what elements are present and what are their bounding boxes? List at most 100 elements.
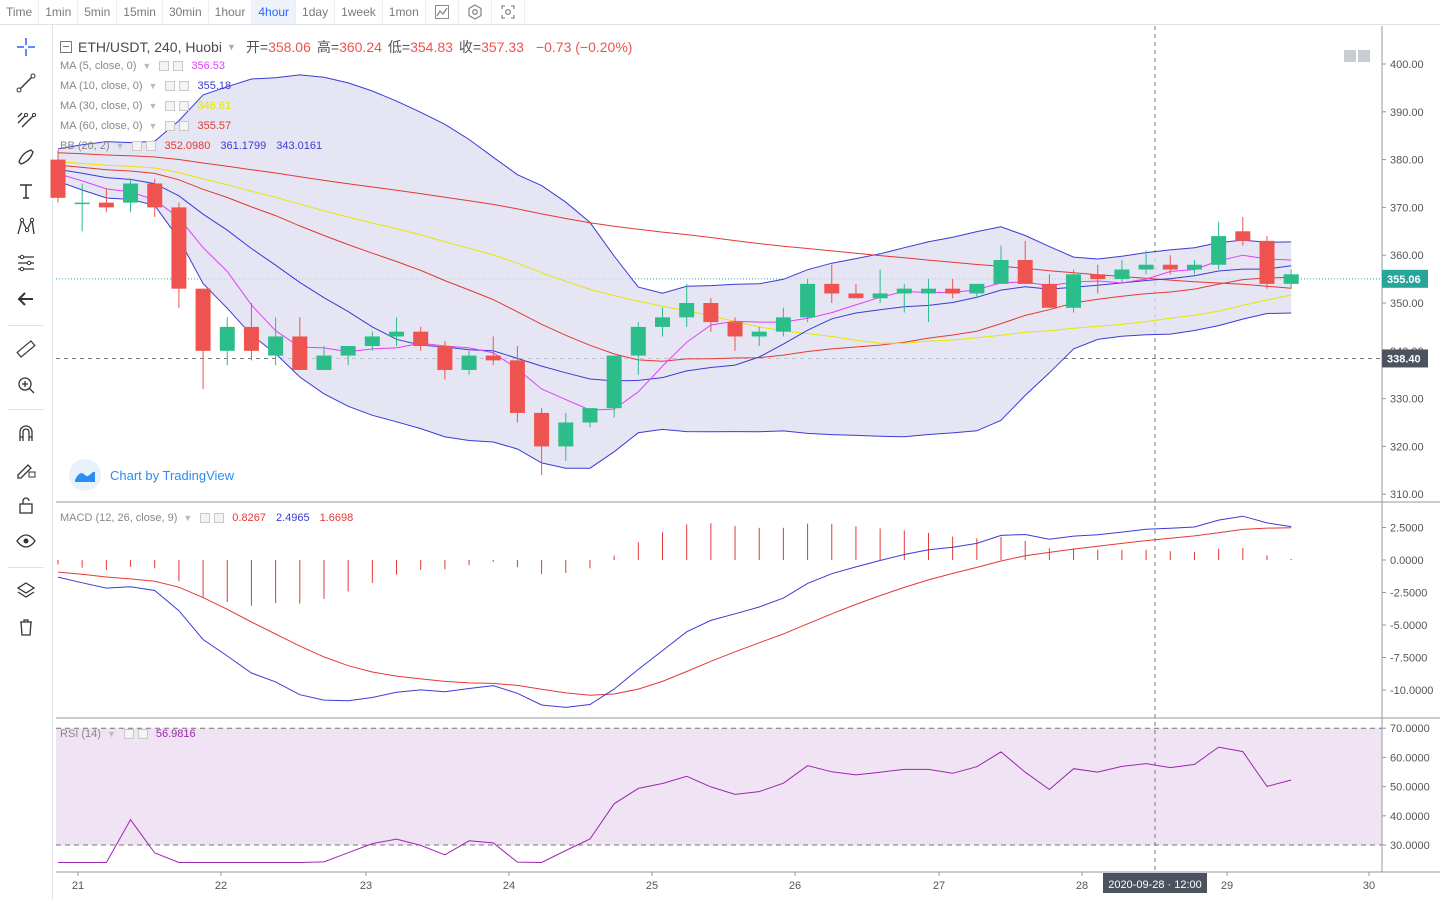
ruler-icon[interactable] <box>10 335 42 363</box>
indicator-close-icon[interactable] <box>179 81 190 91</box>
indicator-menu-icon[interactable]: ▼ <box>148 81 158 91</box>
trend-line-icon[interactable] <box>10 69 42 97</box>
indicator-menu-icon[interactable]: ▼ <box>115 141 125 151</box>
macd-close-icon[interactable] <box>214 513 225 523</box>
tradingview-logo-icon <box>69 459 101 491</box>
candle-body <box>1041 283 1057 308</box>
settings-icon[interactable] <box>459 0 492 24</box>
macd-signal-line <box>57 527 1292 696</box>
timeframe-5min[interactable]: 5min <box>78 0 118 24</box>
indicator-legend-row: MA (5, close, 0) ▼ 356.53 <box>60 58 235 74</box>
unlock-icon[interactable] <box>10 491 42 519</box>
collapse-icon[interactable] <box>60 41 72 53</box>
candle-body <box>1211 236 1227 265</box>
indicator-close-icon[interactable] <box>173 61 184 71</box>
fib-icon[interactable] <box>10 105 42 133</box>
symbol-label: ETH/USDT, 240, Huobi <box>78 39 222 55</box>
candle-body <box>1066 274 1082 308</box>
timeframe-30min[interactable]: 30min <box>163 0 209 24</box>
watermark-label: Chart by TradingView <box>110 467 235 483</box>
timeframe-time[interactable]: Time <box>0 0 40 24</box>
price-tick-label: 330.00 <box>1390 394 1424 406</box>
indicator-close-icon[interactable] <box>179 101 190 111</box>
eye-icon[interactable] <box>10 527 42 555</box>
price-tick-label: 310.00 <box>1390 489 1424 501</box>
crosshair-icon[interactable] <box>10 33 42 61</box>
indicator-settings-icon[interactable] <box>165 101 176 111</box>
indicator-menu-icon[interactable]: ▼ <box>148 121 158 131</box>
time-tick-label: 24 <box>503 880 515 892</box>
candle-body <box>1138 264 1154 270</box>
macd-tick-label: 0.0000 <box>1390 555 1424 567</box>
macd-tick-label: 2.5000 <box>1390 523 1424 535</box>
rsi-tick-label: 50.0000 <box>1390 782 1430 794</box>
trash-icon[interactable] <box>10 613 42 641</box>
candle-body <box>775 317 791 332</box>
timeframe-1day[interactable]: 1day <box>296 0 336 24</box>
indicator-settings-icon[interactable] <box>165 81 176 91</box>
crosshair-time-label: 2020-09-28 · 12:00 <box>1108 879 1202 891</box>
dropdown-arrow-icon[interactable]: ▼ <box>226 42 236 52</box>
macd-name: MACD (12, 26, close, 9) <box>60 512 178 524</box>
timeframe-1hour[interactable]: 1hour <box>209 0 253 24</box>
fullscreen-icon[interactable] <box>492 0 525 24</box>
indicator-settings-icon[interactable] <box>159 61 170 71</box>
candle-body <box>243 326 259 351</box>
timeframe-1mon[interactable]: 1mon <box>383 0 426 24</box>
back-arrow-icon[interactable] <box>10 285 42 313</box>
rsi-legend: RSI (14) ▼ 56.9816 <box>60 726 196 742</box>
pattern-icon[interactable] <box>10 213 42 241</box>
text-icon[interactable] <box>10 177 42 205</box>
indicator-name: MA (60, close, 0) <box>60 120 143 132</box>
macd-line <box>57 515 1292 708</box>
indicator-menu-icon[interactable]: ▼ <box>148 101 158 111</box>
scroll-left-icon[interactable] <box>1344 50 1356 62</box>
candle-body <box>461 355 477 370</box>
ma5-line <box>57 173 1292 411</box>
scroll-right-icon[interactable] <box>1358 50 1370 62</box>
timeframe-15min[interactable]: 15min <box>117 0 163 24</box>
indicator-value: 356.53 <box>191 60 225 72</box>
rsi-settings-icon[interactable]: ▼ <box>106 729 116 739</box>
indicator-menu-icon[interactable]: ▼ <box>142 61 152 71</box>
price-tick-label: 370.00 <box>1390 202 1424 214</box>
candle-body <box>413 331 429 347</box>
symbol-header: ETH/USDT, 240, Huobi ▼ 开= 358.06 高= 360.… <box>60 37 632 57</box>
zoom-in-icon[interactable] <box>10 371 42 399</box>
candle-body <box>1235 231 1251 241</box>
line-chart-icon[interactable] <box>426 0 459 24</box>
indicator-settings-icon[interactable] <box>165 121 176 131</box>
measure-icon[interactable] <box>10 249 42 277</box>
timeframe-1min[interactable]: 1min <box>39 0 79 24</box>
indicator-close-icon[interactable] <box>146 141 157 151</box>
pencil-lock-icon[interactable] <box>10 455 42 483</box>
macd-settings-icon[interactable]: ▼ <box>183 513 193 523</box>
candle-body <box>655 317 670 327</box>
rsi-band <box>56 728 1382 845</box>
macd-value-1: 0.8267 <box>232 512 266 524</box>
rsi-close-icon[interactable] <box>137 729 148 739</box>
macd-tick-label: -10.0000 <box>1390 685 1433 697</box>
timeframe-4hour[interactable]: 4hour <box>252 0 297 24</box>
indicator-settings-icon[interactable] <box>132 141 143 151</box>
current-price-badge <box>1382 269 1428 288</box>
brush-icon[interactable] <box>10 141 42 169</box>
crosshair-price-badge <box>1382 349 1428 368</box>
indicator-value: 343.0161 <box>276 140 323 152</box>
magnet-icon[interactable] <box>10 419 42 447</box>
rsi-gear-icon[interactable] <box>123 729 134 739</box>
macd-gear-icon[interactable] <box>200 513 211 523</box>
candle-body <box>1114 269 1130 280</box>
tradingview-watermark[interactable]: Chart by TradingView <box>68 458 234 492</box>
candle-body <box>171 207 187 289</box>
indicator-value: 355.57 <box>197 120 232 132</box>
macd-value-3: 1.6698 <box>319 512 354 524</box>
candle-body <box>485 355 501 361</box>
indicator-close-icon[interactable] <box>179 121 190 131</box>
price-tick-label: 400.00 <box>1390 59 1424 71</box>
candle-body <box>389 331 405 337</box>
timeframe-1week[interactable]: 1week <box>335 0 383 24</box>
layers-icon[interactable] <box>10 577 42 605</box>
ma60-line <box>57 152 1292 289</box>
